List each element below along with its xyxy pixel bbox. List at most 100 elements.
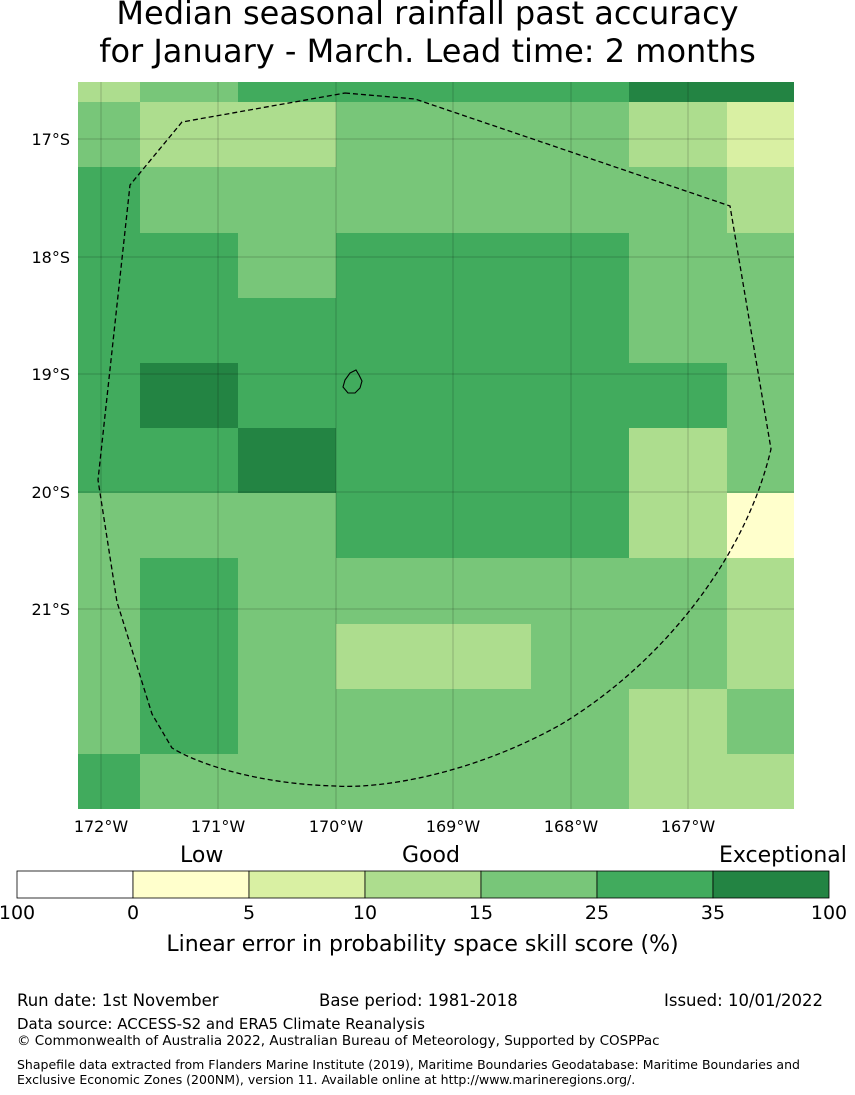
grid-cell — [140, 428, 238, 493]
grid-cell — [727, 558, 794, 624]
latitude-label: 21°S — [31, 600, 70, 619]
grid-cell — [140, 298, 238, 363]
grid-cell — [140, 167, 238, 233]
title-line-1: Median seasonal rainfall past accuracy — [116, 0, 739, 32]
graticule — [78, 82, 794, 809]
grid-cell — [531, 102, 629, 167]
shapefile-credit: Shapefile data extracted from Flanders M… — [17, 1057, 800, 1087]
grid-cell — [531, 558, 629, 624]
grid-cell — [336, 624, 434, 689]
grid-cell — [434, 558, 531, 624]
grid-cell — [434, 689, 531, 754]
colorbar-swatch — [712, 870, 830, 899]
category-good: Good — [402, 843, 460, 868]
longitude-label: 168°W — [544, 817, 599, 836]
grid-cell — [140, 363, 238, 428]
grid-cell — [336, 754, 434, 809]
grid-cell — [238, 298, 336, 363]
colorbar-tick-label: 100 — [0, 902, 36, 924]
grid-cell — [238, 754, 336, 809]
grid-cell — [78, 754, 140, 809]
grid-cell — [434, 102, 531, 167]
grid-cell — [727, 689, 794, 754]
grid-cell — [531, 363, 629, 428]
run-date: Run date: 1st November — [17, 991, 219, 1010]
grid-cell — [140, 233, 238, 298]
grid-cell — [727, 493, 794, 558]
grid-cell — [336, 82, 434, 102]
grid-cell — [727, 167, 794, 233]
grid-cell — [629, 363, 727, 428]
grid-cell — [78, 102, 140, 167]
grid-cell — [727, 102, 794, 167]
grid-cell — [78, 233, 140, 298]
grid-cell — [629, 754, 727, 809]
grid-cell — [78, 558, 140, 624]
grid-cell — [140, 754, 238, 809]
grid-cell — [238, 233, 336, 298]
grid-cell — [238, 102, 336, 167]
grid-cell — [78, 624, 140, 689]
longitude-label: 167°W — [661, 817, 716, 836]
base-period: Base period: 1981-2018 — [319, 991, 518, 1010]
grid-cell — [531, 624, 629, 689]
latitude-label: 18°S — [31, 248, 70, 267]
category-exceptional: Exceptional — [719, 843, 847, 868]
grid-cell — [727, 298, 794, 363]
longitude-label: 172°W — [74, 817, 129, 836]
grid-cell — [140, 102, 238, 167]
grid-cell — [238, 363, 336, 428]
niue-island-outline — [342, 369, 363, 394]
grid-cell — [78, 428, 140, 493]
grid-cell — [336, 428, 434, 493]
colorbar-swatch — [132, 870, 250, 899]
grid-cell — [336, 493, 434, 558]
grid-cell — [434, 493, 531, 558]
grid-cell — [727, 233, 794, 298]
grid-cell — [140, 558, 238, 624]
colorbar-swatch — [16, 870, 134, 899]
grid-cell — [531, 493, 629, 558]
grid-cell — [140, 689, 238, 754]
latitude-label: 20°S — [31, 483, 70, 502]
grid-cell — [336, 298, 434, 363]
colorbar-label: Linear error in probability space skill … — [166, 932, 679, 957]
data-source: Data source: ACCESS-S2 and ERA5 Climate … — [17, 1015, 425, 1033]
grid-cell — [434, 167, 531, 233]
grid-cell — [629, 493, 727, 558]
grid-cell — [140, 624, 238, 689]
colorbar-swatch — [480, 870, 598, 899]
latitude-labels: 17°S 18°S 19°S 20°S 21°S — [31, 130, 70, 619]
grid-cell — [727, 624, 794, 689]
grid-cell — [238, 624, 336, 689]
longitude-label: 171°W — [191, 817, 246, 836]
grid-cell — [238, 493, 336, 558]
grid-cell — [78, 82, 140, 102]
grid-cell — [531, 754, 629, 809]
grid-cell — [336, 558, 434, 624]
grid-cell — [434, 82, 531, 102]
grid-cell — [629, 624, 727, 689]
issued-date: Issued: 10/01/2022 — [664, 991, 824, 1010]
colorbar-tick-label: 15 — [468, 902, 494, 924]
colorbar-tick-label: 10 — [352, 902, 378, 924]
longitude-label: 169°W — [426, 817, 481, 836]
grid-cell — [336, 233, 434, 298]
grid-cell — [531, 689, 629, 754]
latitude-label: 17°S — [31, 130, 70, 149]
grid-cell — [78, 167, 140, 233]
grid-cell — [140, 82, 238, 102]
grid-cell — [78, 298, 140, 363]
grid-cell — [629, 167, 727, 233]
copyright: © Commonwealth of Australia 2022, Austra… — [17, 1033, 660, 1049]
grid-cell — [78, 363, 140, 428]
colorbar-tick-label: 0 — [126, 902, 140, 924]
grid-cell — [336, 167, 434, 233]
colorbar — [16, 870, 830, 899]
chart-title: Median seasonal rainfall past accuracy f… — [0, 0, 855, 70]
grid-cell — [727, 754, 794, 809]
skill-grid — [78, 82, 794, 809]
grid-cell — [336, 363, 434, 428]
grid-cell — [629, 298, 727, 363]
